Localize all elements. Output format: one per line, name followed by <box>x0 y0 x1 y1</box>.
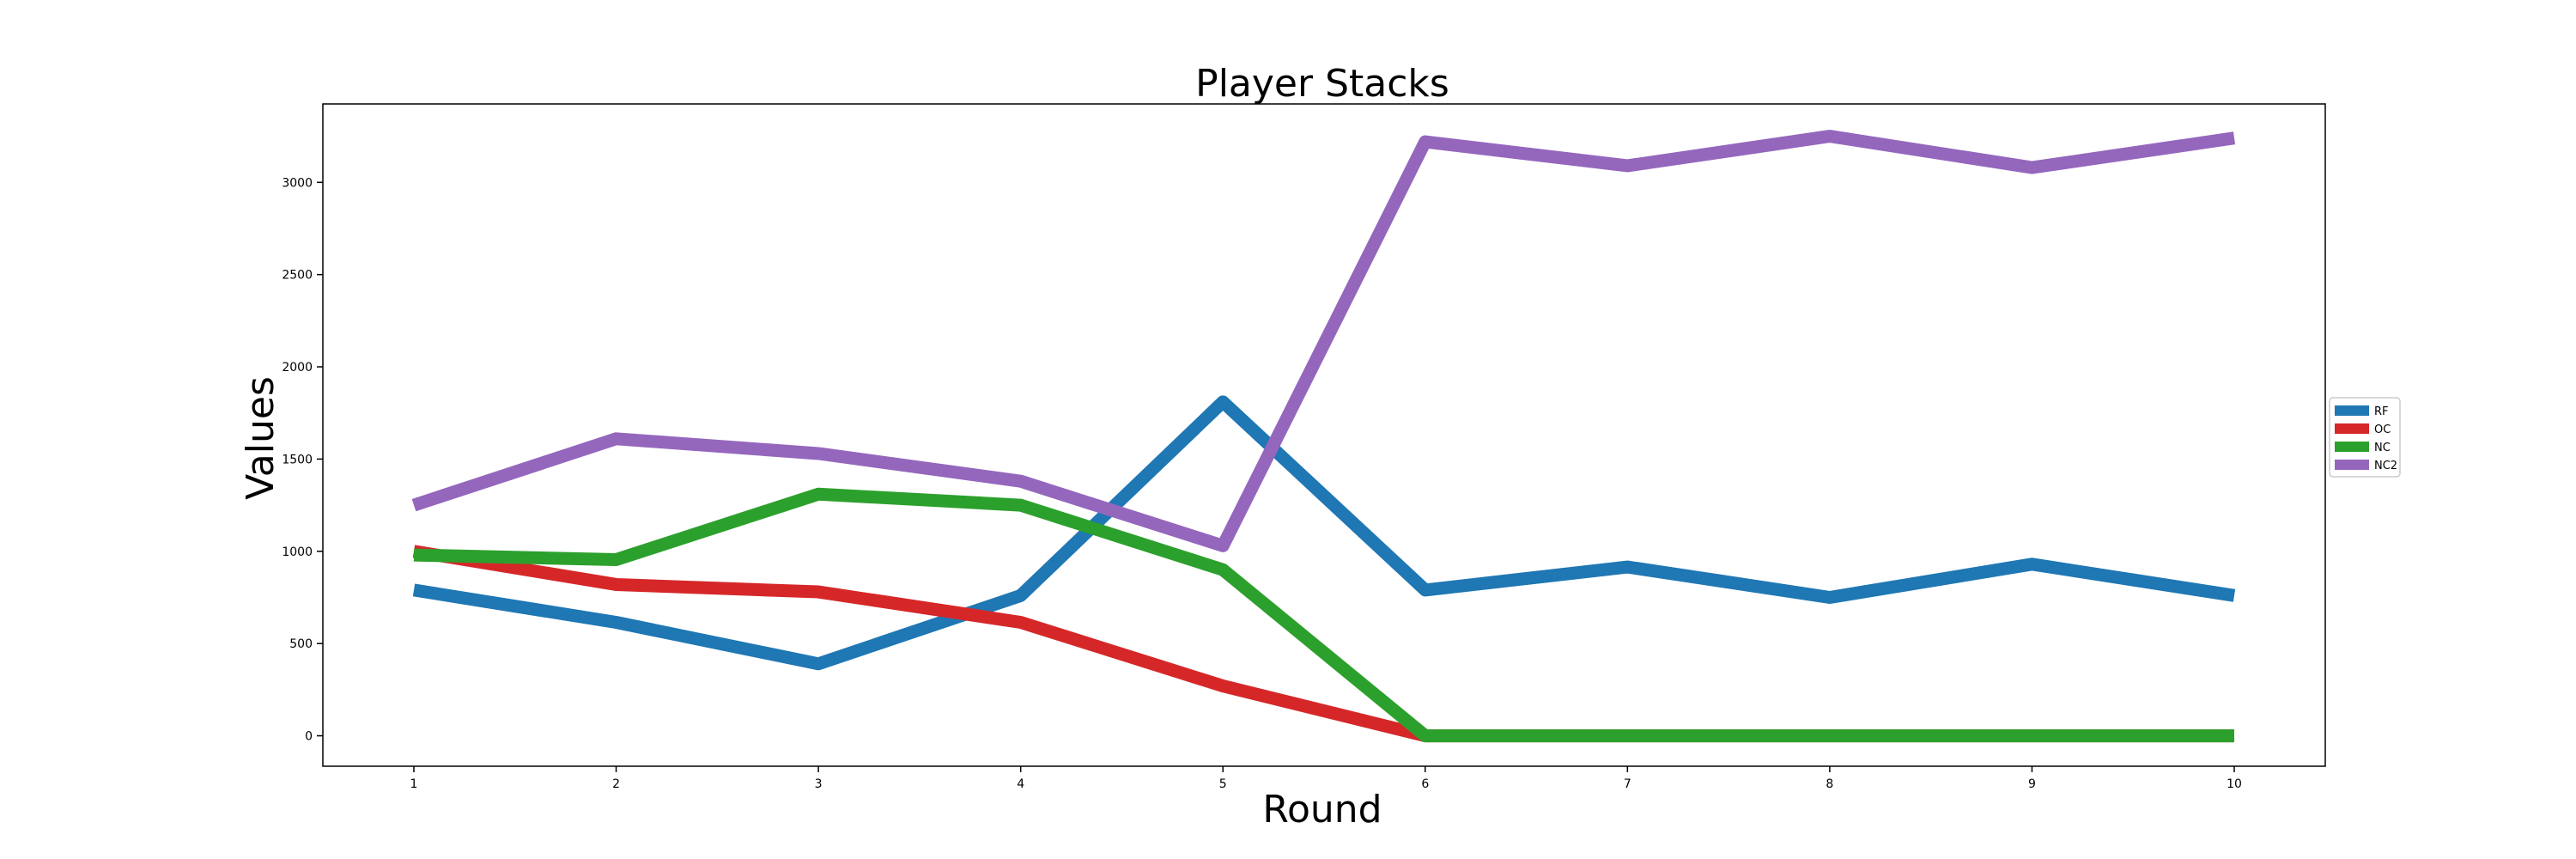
y-tick-label: 3000 <box>282 176 313 190</box>
legend: RF OC NC NC2 <box>2329 397 2401 478</box>
x-tick-label: 9 <box>2028 777 2036 791</box>
series-line-rf <box>412 395 2236 671</box>
y-tick-label: 1000 <box>282 545 313 559</box>
x-tick-label: 5 <box>1219 777 1227 791</box>
y-tick-label: 1500 <box>282 453 313 466</box>
x-axis-label: Round <box>1262 788 1382 832</box>
x-tick-label: 8 <box>1826 777 1833 791</box>
series-line-nc <box>413 487 2234 743</box>
x-tick-label: 2 <box>612 777 620 791</box>
x-tick-label: 6 <box>1421 777 1429 791</box>
chart-title: Player Stacks <box>1195 62 1449 106</box>
legend-swatch-nc2 <box>2335 460 2369 470</box>
legend-label-rf: RF <box>2374 405 2389 418</box>
y-tick-label: 2500 <box>282 269 313 283</box>
legend-swatch-rf <box>2335 405 2369 416</box>
x-tick-label: 1 <box>410 777 418 791</box>
legend-swatch-nc <box>2335 442 2369 452</box>
legend-label-nc: NC <box>2374 442 2391 454</box>
x-tick-label: 4 <box>1017 777 1024 791</box>
y-tick-label: 2000 <box>282 361 313 375</box>
plot-area-frame <box>322 103 2326 767</box>
y-axis-label: Values <box>239 376 283 500</box>
x-tick-label: 10 <box>2227 777 2242 791</box>
x-tick-label: 7 <box>1624 777 1631 791</box>
series-line-nc2 <box>411 130 2236 552</box>
legend-swatch-oc <box>2335 423 2369 434</box>
x-tick-label: 3 <box>815 777 823 791</box>
legend-label-oc: OC <box>2374 423 2391 436</box>
y-tick-label: 500 <box>289 637 313 651</box>
legend-label-nc2: NC2 <box>2374 460 2397 472</box>
y-tick-label: 0 <box>305 730 313 744</box>
legend-box <box>2329 397 2401 478</box>
